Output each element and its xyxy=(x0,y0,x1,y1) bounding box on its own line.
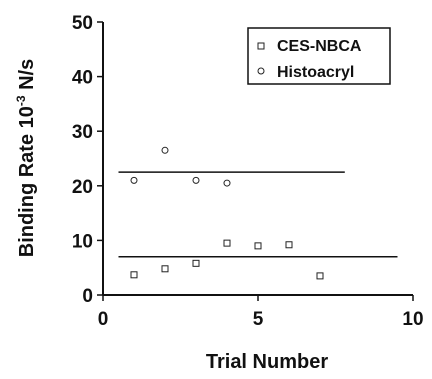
point-ces-nbca xyxy=(254,242,262,250)
point-ces-nbca xyxy=(192,259,200,267)
y-tick-label: 50 xyxy=(72,13,93,34)
point-ces-nbca xyxy=(285,241,293,249)
data-points xyxy=(130,146,324,280)
x-tick-label: 10 xyxy=(402,309,423,330)
legend-marker-circle xyxy=(257,67,265,75)
legend-box xyxy=(247,27,391,85)
legend-marker-square xyxy=(257,42,265,50)
y-tick-label: 20 xyxy=(72,177,93,198)
y-tick-label: 10 xyxy=(72,231,93,252)
point-ces-nbca xyxy=(316,272,324,280)
point-ces-nbca xyxy=(223,239,231,247)
x-axis-title: Trial Number xyxy=(206,351,328,373)
legend-label-ces-nbca: CES-NBCA xyxy=(277,38,362,55)
y-axis-title-unit: N/s xyxy=(16,59,38,96)
point-ces-nbca xyxy=(130,271,138,279)
x-tick-label: 0 xyxy=(98,309,109,330)
y-tick-label: 0 xyxy=(82,286,93,307)
x-tick-label: 5 xyxy=(253,309,264,330)
y-axis-title-main: Binding Rate 10 xyxy=(16,106,38,257)
chart-ticks: 0 10 20 30 40 50 0 5 10 xyxy=(72,13,424,330)
legend-label-histoacryl: Histoacryl xyxy=(277,64,354,81)
y-axis-title: Binding Rate 10-3 N/s xyxy=(14,59,38,258)
point-histoacryl xyxy=(223,179,231,187)
point-histoacryl xyxy=(161,146,169,154)
y-tick-label: 40 xyxy=(72,68,93,89)
mean-lines xyxy=(118,171,398,258)
legend: CES-NBCA Histoacryl xyxy=(247,27,391,85)
y-tick-label: 30 xyxy=(72,122,93,143)
point-histoacryl xyxy=(192,176,200,184)
y-axis-title-exponent: -3 xyxy=(14,95,28,106)
point-ces-nbca xyxy=(161,265,169,273)
point-histoacryl xyxy=(130,176,138,184)
